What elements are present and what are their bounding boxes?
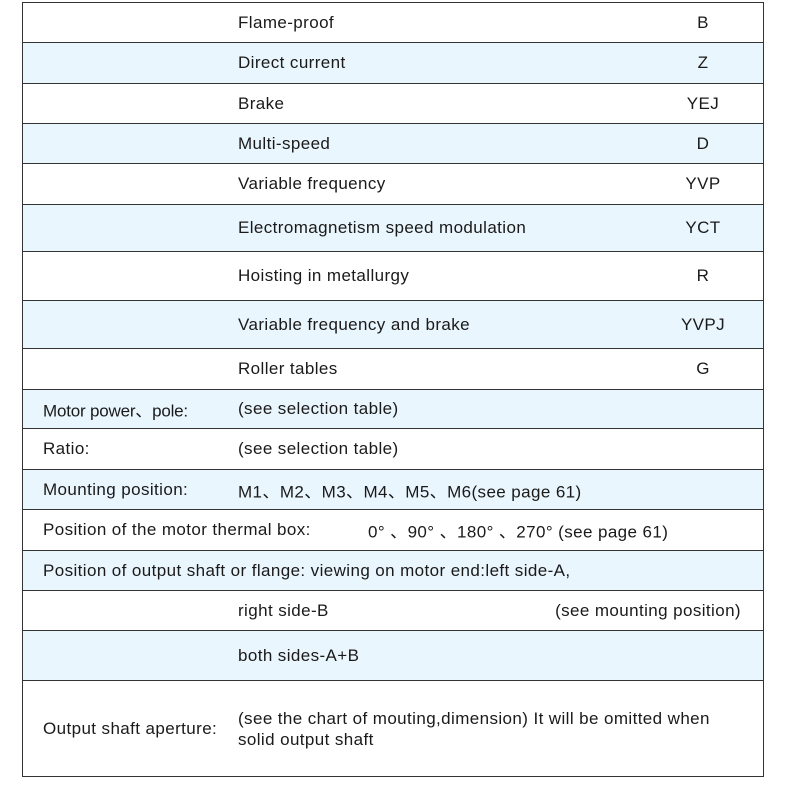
type-code: YEJ [686,93,720,113]
spec-label: Position of the motor thermal box: [43,520,311,539]
type-name: Multi-speed [238,133,331,153]
spec-note: (see mounting position) [555,600,741,620]
spec-label: Ratio: [43,439,90,458]
type-name: Direct current [238,53,346,72]
spec-value: 0° 、90° 、180° 、270° (see page 61) [368,522,669,542]
motor-options-table: Flame-proof B Direct current Z Brake YEJ Mu… [22,2,764,777]
type-code: YCT [685,218,721,237]
table-row: Output shaft aperture: (see the chart of … [23,681,763,777]
type-name: Brake [238,93,285,113]
table-row: Position of the motor thermal box: 0° 、90… [23,510,763,551]
table-row: Flame-proof B [23,3,763,43]
table-row: Position of output shaft or flange: view… [23,551,763,591]
spec-label: Motor power、pole: [43,401,188,421]
type-name: Variable frequency and brake [238,314,471,334]
table-row: Variable frequency YVP [23,164,763,205]
table-row: Ratio: (see selection table) [23,429,763,470]
spec-value: (see the chart of mouting,dimension) It … [238,708,710,749]
type-name: Flame-proof [238,12,335,32]
type-code: R [696,266,710,285]
table-row: Variable frequency and brake YVPJ [23,301,763,349]
type-name: Variable frequency [238,174,386,193]
table-row: right side-B (see mounting position) [23,591,763,631]
table-row: both sides-A+B [23,631,763,681]
spec-value: (see selection table) [238,439,399,458]
table-row: Brake YEJ [23,84,763,124]
type-code: YVP [685,174,721,193]
spec-label: Position of output shaft or flange: view… [43,560,571,580]
spec-label: Mounting position: [43,479,189,499]
table-row: Roller tables G [23,349,763,390]
table-row: Electromagnetism speed modulation YCT [23,205,763,252]
type-code: D [696,133,710,153]
table-row: Direct current Z [23,43,763,84]
type-name: Roller tables [238,359,338,378]
table-row: Mounting position: M1、M2、M3、M4、M5、M6(see … [23,470,763,510]
type-code: G [696,359,710,378]
spec-value: (see selection table) [238,399,399,418]
spec-value: M1、M2、M3、M4、M5、M6(see page 61) [238,482,582,501]
type-code: YVPJ [680,314,726,334]
spec-value: both sides-A+B [238,645,360,665]
table-row: Hoisting in metallurgy R [23,252,763,301]
type-name: Electromagnetism speed modulation [238,218,527,237]
spec-label: Output shaft aperture: [43,718,218,738]
type-code: Z [697,53,709,72]
table-row: Multi-speed D [23,124,763,164]
table-row: Motor power、pole: (see selection table) [23,390,763,429]
type-name: Hoisting in metallurgy [238,266,410,285]
type-code: B [697,12,709,32]
spec-value: right side-B [238,600,329,620]
